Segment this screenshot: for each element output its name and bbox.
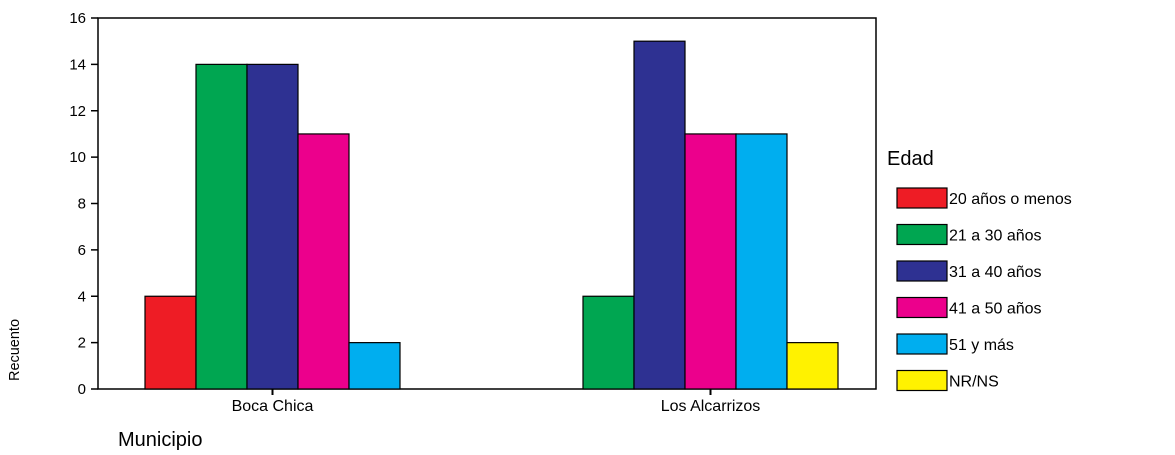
legend-swatch: [896, 260, 948, 282]
bar-0-0: [144, 295, 197, 390]
y-tick-label: 8: [78, 196, 86, 213]
legend-swatch: [896, 296, 948, 319]
legend-entry: NR/NS: [949, 374, 999, 391]
bar-1-3: [684, 133, 737, 390]
bar-0-4: [348, 342, 401, 390]
legend-swatch: [896, 333, 948, 355]
x-tick-label: Boca Chica: [232, 398, 314, 415]
legend-swatch: [896, 187, 948, 209]
legend-entry: 21 a 30 años: [949, 228, 1042, 245]
bars: [144, 40, 839, 390]
bar-0-1: [195, 63, 248, 390]
legend-entry: 20 años o menos: [949, 191, 1072, 208]
y-tick-label: 12: [69, 103, 86, 120]
bar-0-2: [246, 63, 299, 390]
legend: Edad 20 años o menos 21 a 30 años 31 a 40 a…: [887, 148, 1072, 392]
y-axis: 0 2 4 6 8 10 12 14 16: [69, 10, 98, 398]
y-tick-label: 10: [69, 149, 86, 166]
bar-1-5: [786, 342, 839, 390]
y-tick-label: 2: [78, 335, 86, 352]
bar-1-1: [582, 295, 635, 390]
x-axis-title: Municipio: [118, 429, 202, 451]
legend-entry: 51 y más: [949, 337, 1014, 354]
bar-1-4: [735, 133, 788, 390]
legend-entry: 41 a 50 años: [949, 301, 1042, 318]
y-tick-label: 14: [69, 56, 86, 73]
bar-1-2: [633, 40, 686, 390]
x-tick-label: Los Alcarrizos: [661, 398, 761, 415]
y-tick-label: 6: [78, 242, 86, 259]
y-tick-label: 16: [69, 10, 86, 27]
y-tick-label: 0: [78, 381, 86, 398]
x-axis: Boca Chica Los Alcarrizos: [232, 389, 761, 415]
bar-0-3: [297, 133, 350, 390]
legend-title: Edad: [887, 148, 934, 170]
legend-entry: 31 a 40 años: [949, 264, 1042, 281]
y-axis-title: Recuento: [6, 319, 23, 381]
legend-swatch: [896, 223, 948, 246]
legend-swatch: [896, 369, 948, 392]
y-tick-label: 4: [78, 288, 86, 305]
